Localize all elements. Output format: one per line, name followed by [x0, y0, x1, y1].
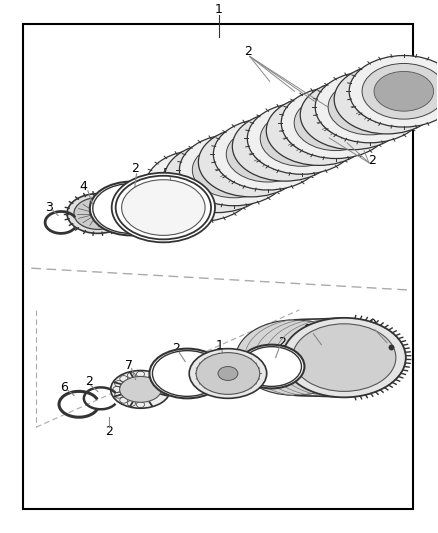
Text: 8: 8 [304, 324, 311, 336]
Ellipse shape [315, 71, 424, 143]
Ellipse shape [266, 96, 371, 165]
Ellipse shape [281, 87, 391, 158]
Ellipse shape [232, 111, 338, 181]
Ellipse shape [145, 150, 255, 221]
Text: 1: 1 [215, 3, 223, 17]
Ellipse shape [111, 370, 170, 408]
Ellipse shape [122, 180, 205, 236]
Ellipse shape [196, 353, 260, 394]
Ellipse shape [213, 118, 323, 190]
Ellipse shape [251, 124, 319, 169]
Ellipse shape [306, 103, 366, 143]
Ellipse shape [184, 155, 251, 201]
Ellipse shape [247, 103, 357, 174]
Text: 6: 6 [60, 381, 68, 394]
Ellipse shape [293, 324, 396, 391]
Ellipse shape [300, 80, 406, 150]
Ellipse shape [239, 345, 304, 389]
Ellipse shape [67, 193, 129, 233]
Ellipse shape [294, 95, 378, 151]
Ellipse shape [149, 349, 225, 398]
Ellipse shape [164, 143, 270, 213]
Ellipse shape [334, 64, 438, 134]
Ellipse shape [217, 139, 285, 185]
Ellipse shape [170, 166, 230, 206]
Text: 4: 4 [79, 180, 87, 193]
Ellipse shape [204, 150, 264, 190]
Bar [23, 24, 413, 508]
Ellipse shape [152, 351, 222, 397]
Text: 5: 5 [163, 167, 171, 180]
Ellipse shape [192, 142, 276, 198]
Text: 1: 1 [216, 339, 224, 352]
Text: 7: 7 [124, 359, 133, 372]
Ellipse shape [93, 184, 168, 233]
Ellipse shape [112, 173, 215, 243]
Ellipse shape [236, 320, 353, 395]
Text: 2: 2 [131, 162, 139, 175]
Ellipse shape [90, 182, 171, 236]
Ellipse shape [285, 108, 353, 154]
Ellipse shape [90, 208, 106, 219]
Ellipse shape [218, 367, 238, 381]
Ellipse shape [198, 127, 304, 197]
Ellipse shape [120, 376, 161, 402]
Text: 2: 2 [172, 342, 180, 355]
Ellipse shape [328, 79, 412, 135]
Ellipse shape [180, 134, 289, 206]
Ellipse shape [353, 76, 420, 122]
Ellipse shape [116, 176, 211, 239]
Ellipse shape [260, 111, 344, 166]
Text: 3: 3 [45, 201, 53, 214]
Text: 2: 2 [368, 155, 376, 167]
Ellipse shape [272, 119, 332, 158]
Text: 2: 2 [244, 45, 252, 58]
Ellipse shape [283, 318, 406, 397]
Text: 2: 2 [278, 336, 286, 349]
Ellipse shape [189, 349, 267, 398]
Ellipse shape [226, 126, 310, 182]
Ellipse shape [242, 346, 301, 386]
Ellipse shape [362, 63, 438, 119]
Text: 2: 2 [105, 425, 113, 438]
Ellipse shape [238, 134, 298, 174]
Ellipse shape [319, 92, 387, 138]
Ellipse shape [159, 158, 242, 214]
Ellipse shape [74, 198, 122, 229]
Text: 2: 2 [85, 375, 93, 388]
Ellipse shape [340, 87, 400, 127]
Text: 9: 9 [368, 318, 376, 332]
Ellipse shape [374, 71, 434, 111]
Ellipse shape [349, 55, 438, 127]
